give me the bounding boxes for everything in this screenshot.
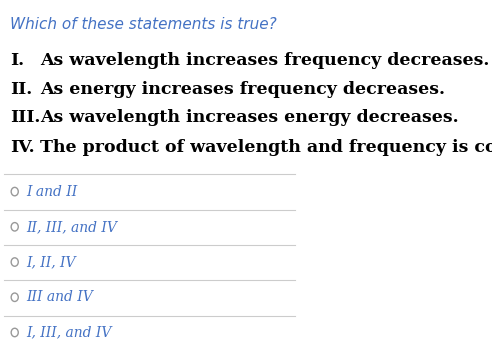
Text: Which of these statements is true?: Which of these statements is true? <box>10 17 277 32</box>
Text: As energy increases frequency decreases.: As energy increases frequency decreases. <box>40 81 445 98</box>
Text: The product of wavelength and frequency is constant.: The product of wavelength and frequency … <box>40 139 492 156</box>
Text: IV.: IV. <box>10 139 35 156</box>
Text: I, II, IV: I, II, IV <box>27 255 76 269</box>
Text: I.: I. <box>10 53 25 70</box>
Text: II.: II. <box>10 81 32 98</box>
Text: As wavelength increases frequency decreases.: As wavelength increases frequency decrea… <box>40 53 489 70</box>
Text: I, III, and IV: I, III, and IV <box>27 326 112 339</box>
Text: As wavelength increases energy decreases.: As wavelength increases energy decreases… <box>40 109 459 126</box>
Text: III.: III. <box>10 109 41 126</box>
Text: I and II: I and II <box>27 185 78 198</box>
Text: II, III, and IV: II, III, and IV <box>27 220 118 234</box>
Text: III and IV: III and IV <box>27 290 93 304</box>
